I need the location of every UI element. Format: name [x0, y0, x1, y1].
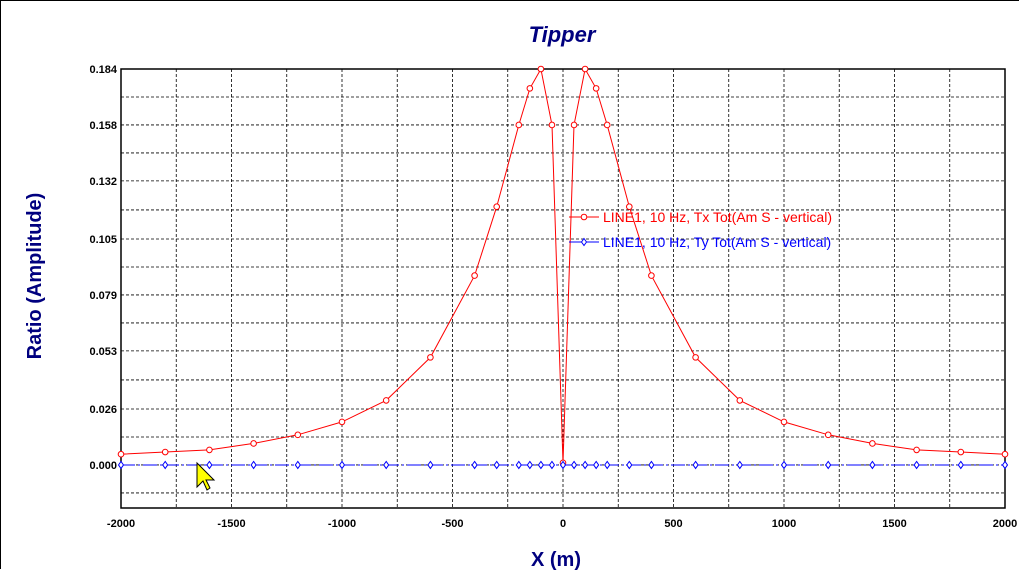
- data-point: [580, 237, 588, 247]
- x-tick-label: 2000: [993, 518, 1017, 530]
- data-point: [580, 213, 588, 221]
- data-point: [162, 460, 169, 470]
- grid-lines: [121, 69, 1005, 508]
- data-point: [548, 121, 556, 129]
- data-point: [537, 65, 545, 73]
- data-point: [869, 440, 876, 447]
- data-point: [493, 460, 500, 470]
- data-point: [1001, 450, 1009, 458]
- data-point: [736, 397, 744, 404]
- data-point: [117, 450, 125, 458]
- data-point: [548, 460, 556, 470]
- y-tick-label: 0.105: [89, 234, 117, 246]
- data-point: [626, 203, 633, 211]
- data-point: [581, 460, 589, 470]
- data-point: [825, 460, 832, 470]
- plot-area: [120, 68, 1006, 509]
- legend: LINE1, 10 Hz, Tx Tot(Am S - vertical) LIN…: [569, 209, 832, 250]
- x-tick-label: -1500: [217, 518, 245, 530]
- series-layer: [117, 65, 1009, 470]
- data-point: [570, 460, 578, 470]
- data-point: [957, 448, 965, 456]
- data-point: [648, 272, 655, 279]
- x-tick-label: 1000: [772, 518, 796, 530]
- series-2: [117, 460, 1009, 470]
- data-point: [338, 460, 346, 470]
- data-point: [250, 460, 257, 470]
- data-point: [626, 460, 633, 470]
- data-point: [593, 460, 600, 470]
- data-point: [515, 460, 522, 470]
- y-tick-label: 0.184: [89, 64, 117, 76]
- data-point: [913, 446, 920, 454]
- data-point: [250, 440, 257, 447]
- data-point: [780, 418, 788, 426]
- data-point: [570, 121, 578, 129]
- data-point: [427, 354, 434, 361]
- data-point: [383, 460, 390, 470]
- data-point: [559, 460, 567, 470]
- x-axis-label: X (m): [531, 549, 581, 570]
- data-point: [604, 460, 611, 470]
- data-point: [736, 460, 743, 470]
- legend-label: LINE1, 10 Hz, Ty Tot(Am S - vertical): [603, 234, 831, 250]
- data-point: [1001, 460, 1009, 470]
- data-point: [294, 431, 302, 439]
- data-point: [382, 397, 390, 404]
- data-point: [913, 460, 920, 470]
- data-point: [294, 460, 301, 470]
- data-point: [957, 460, 964, 470]
- x-tick-label: -1000: [328, 518, 356, 530]
- data-point: [824, 431, 832, 439]
- data-point: [206, 446, 213, 454]
- data-point: [869, 460, 876, 470]
- y-tick-label: 0.053: [89, 346, 117, 358]
- y-tick-label: 0.158: [89, 120, 117, 132]
- data-point: [592, 85, 600, 92]
- data-point: [493, 203, 501, 211]
- y-axis-label: Ratio (Amplitude): [24, 193, 46, 360]
- data-point: [603, 121, 611, 129]
- legend-entry: LINE1, 10 Hz, Ty Tot(Am S - vertical): [569, 234, 831, 250]
- x-tick-label: 500: [664, 518, 682, 530]
- data-point: [206, 460, 213, 470]
- x-tick-label: -500: [441, 518, 463, 530]
- data-point: [471, 272, 478, 279]
- data-point: [526, 460, 533, 470]
- y-tick-label: 0.079: [89, 290, 117, 302]
- data-point: [471, 460, 478, 470]
- data-point: [648, 460, 655, 470]
- x-tick-label: 1500: [882, 518, 906, 530]
- x-tick-labels: -2000 -1500 -1000 -500 0 500 1000 1500 2000: [107, 518, 1017, 530]
- data-point: [117, 460, 125, 470]
- data-point: [581, 65, 589, 73]
- data-point: [526, 85, 534, 92]
- data-point: [537, 460, 545, 470]
- x-tick-label: -2000: [107, 518, 135, 530]
- data-point: [338, 418, 346, 426]
- legend-entry: LINE1, 10 Hz, Tx Tot(Am S - vertical): [569, 209, 832, 225]
- y-tick-labels: 0.000 0.026 0.053 0.079 0.105 0.132 0.158 0.184: [89, 64, 117, 472]
- data-point: [427, 460, 434, 470]
- data-point: [780, 460, 788, 470]
- data-point: [515, 121, 523, 129]
- mouse-pointer-icon: [196, 461, 216, 491]
- legend-label: LINE1, 10 Hz, Tx Tot(Am S - vertical): [603, 209, 832, 225]
- y-tick-label: 0.026: [89, 404, 117, 416]
- chart-title: Tipper: [529, 22, 597, 47]
- y-tick-label: 0.132: [89, 176, 117, 188]
- data-point: [161, 448, 169, 456]
- x-tick-label: 0: [560, 518, 566, 530]
- y-tick-label: 0.000: [89, 460, 117, 472]
- data-point: [692, 354, 699, 361]
- data-point: [692, 460, 699, 470]
